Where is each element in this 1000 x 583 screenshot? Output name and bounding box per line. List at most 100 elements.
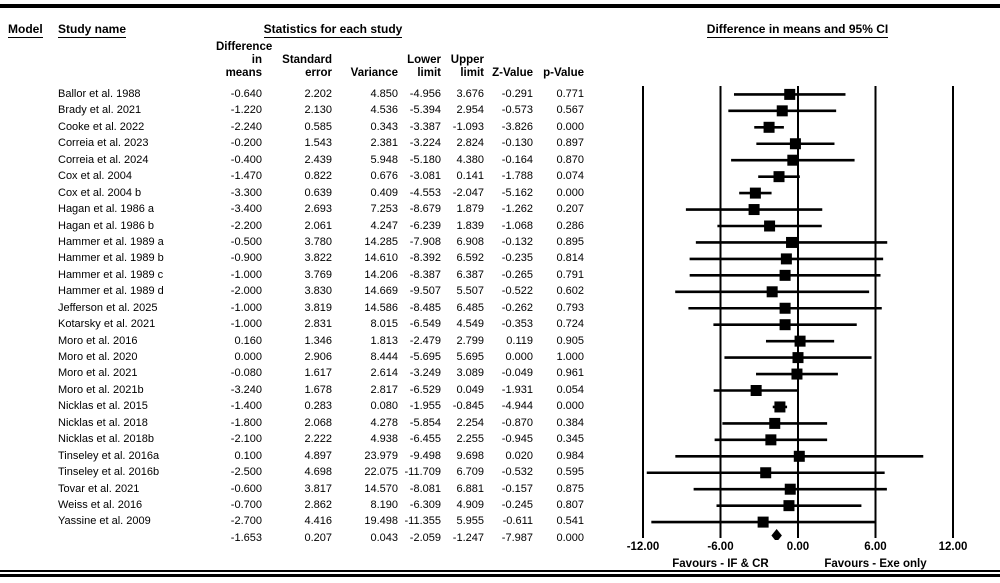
stat-value: -0.080	[230, 367, 262, 380]
stat-value: 3.822	[304, 252, 332, 265]
stat-value: -0.611	[502, 515, 533, 528]
study-name: Nicklas et al. 2018	[58, 416, 148, 429]
stat-value: -3.240	[230, 383, 262, 396]
mean-marker	[779, 269, 791, 281]
stat-value: -6.549	[409, 318, 441, 331]
mean-marker	[750, 385, 762, 396]
stat-value: -2.700	[230, 515, 262, 528]
mean-marker	[769, 417, 781, 429]
stat-value: 19.498	[364, 515, 398, 528]
stat-value: -2.059	[409, 531, 441, 544]
study-name: Kotarsky et al. 2021	[58, 318, 156, 331]
stat-value: 0.207	[304, 531, 332, 544]
model-cell	[8, 102, 58, 118]
stat-value: -1.247	[452, 531, 484, 544]
stat-value: 14.669	[364, 285, 398, 298]
stat-value: -8.485	[409, 301, 441, 314]
study-name: Moro et al. 2020	[58, 351, 138, 363]
table-row: Correia et al. 2023 -0.200 1.543 2.381 -3.22…	[8, 135, 586, 151]
table-row: Nicklas et al. 2015 -1.400 0.283 0.080 -1.95…	[8, 398, 586, 414]
stat-value: -0.262	[501, 301, 533, 314]
axis-tick-label: -12.00	[626, 541, 660, 553]
model-cell	[8, 86, 58, 102]
stat-value: 2.906	[304, 351, 332, 363]
table-row: Moro et al. 2021b -3.240 1.678 2.817 -6.529 0…	[8, 382, 586, 398]
stat-value: 1.617	[304, 367, 332, 380]
stat-value: 6.881	[456, 482, 484, 495]
stat-value: -5.854	[409, 416, 441, 429]
stat-value: -0.500	[230, 235, 262, 248]
stat-value: -9.498	[409, 449, 441, 462]
table-row: Jefferson et al. 2025 -1.000 3.819 14.586 -8…	[8, 300, 586, 316]
mean-marker	[787, 154, 799, 166]
mean-marker	[764, 220, 776, 232]
stat-value: -0.600	[230, 482, 262, 495]
stat-value: 0.595	[556, 466, 584, 479]
stat-value: -1.000	[230, 268, 262, 281]
stat-value: 0.822	[304, 170, 332, 183]
table-row: Hagan et al. 1986 a -3.400 2.693 7.253 -8.67…	[8, 201, 586, 217]
study-name: Hammer et al. 1989 d	[58, 285, 164, 298]
stat-value: 6.485	[456, 301, 484, 314]
stat-value: 0.875	[556, 482, 584, 495]
table-row: Hagan et al. 1986 b -2.200 2.061 4.247 -6.23…	[8, 218, 586, 234]
mean-marker	[749, 187, 761, 199]
mean-marker	[757, 516, 769, 528]
stat-value: 0.207	[556, 203, 584, 216]
stat-value: 2.824	[456, 137, 484, 150]
study-name: Correia et al. 2024	[58, 153, 149, 166]
stat-value: -2.200	[230, 219, 262, 232]
study-name: Jefferson et al. 2025	[58, 301, 158, 314]
mean-marker	[784, 483, 796, 495]
table-row: Hammer et al. 1989 d -2.000 3.830 14.669 -9.…	[8, 283, 586, 299]
table-row: Nicklas et al. 2018 -1.800 2.068 4.278 -5.85…	[8, 415, 586, 431]
study-name: Tovar et al. 2021	[58, 482, 140, 495]
stat-value: 0.074	[556, 170, 584, 183]
stat-value: -1.068	[501, 219, 533, 232]
mean-marker	[786, 236, 798, 248]
stat-value: 3.769	[304, 268, 332, 281]
table-row: -1.653 0.207 0.043 -2.059 -1.247 -7.987 0.000	[8, 530, 586, 546]
stat-value: 2.817	[370, 383, 398, 396]
stat-value: 5.507	[456, 285, 484, 298]
stat-value: -2.100	[230, 433, 262, 446]
stat-value: -0.900	[230, 252, 262, 265]
model-cell	[8, 218, 58, 234]
stat-value: -0.700	[230, 498, 262, 511]
stat-value: 0.676	[370, 170, 398, 183]
study-name-column-title: Study name	[58, 22, 127, 38]
stat-value: 2.693	[304, 203, 332, 216]
col-header-standard-error: Standard error	[282, 54, 332, 79]
stat-value: -1.788	[501, 170, 533, 183]
stat-value: 14.570	[364, 482, 398, 495]
stat-value: 0.080	[370, 400, 398, 413]
stat-value: -1.955	[409, 400, 441, 413]
stat-value: -0.200	[230, 137, 262, 150]
mean-marker	[789, 138, 801, 150]
model-cell	[8, 349, 58, 365]
study-name: Tinseley et al. 2016a	[58, 449, 160, 462]
stat-value: 0.961	[556, 367, 584, 380]
stat-value: -4.956	[409, 88, 441, 100]
stat-value: 1.543	[304, 137, 332, 150]
study-name: Moro et al. 2021	[58, 367, 138, 380]
stat-value: -6.239	[409, 219, 441, 232]
stat-value: -0.132	[501, 235, 533, 248]
stat-value: 0.639	[304, 186, 332, 199]
stat-value: -4.553	[409, 186, 441, 199]
stat-value: 2.831	[304, 318, 332, 331]
study-name: Ballor et al. 1988	[58, 88, 141, 100]
stat-value: 8.015	[370, 318, 398, 331]
col-header-lower-limit: Lower limit	[407, 54, 441, 79]
mean-marker	[791, 368, 803, 380]
stat-value: 3.819	[304, 301, 332, 314]
stat-value: 0.602	[556, 285, 584, 298]
stat-value: -6.455	[409, 433, 441, 446]
stat-value: 4.247	[370, 219, 398, 232]
table-row: Brady et al. 2021 -1.220 2.130 4.536 -5.394 2…	[8, 102, 586, 118]
stat-value: 1.346	[304, 334, 332, 347]
stat-value: 2.862	[304, 498, 332, 511]
col-header-upper-limit: Upper limit	[450, 54, 484, 79]
stat-value: 0.054	[556, 383, 584, 396]
col-header-variance: Variance	[350, 67, 398, 79]
